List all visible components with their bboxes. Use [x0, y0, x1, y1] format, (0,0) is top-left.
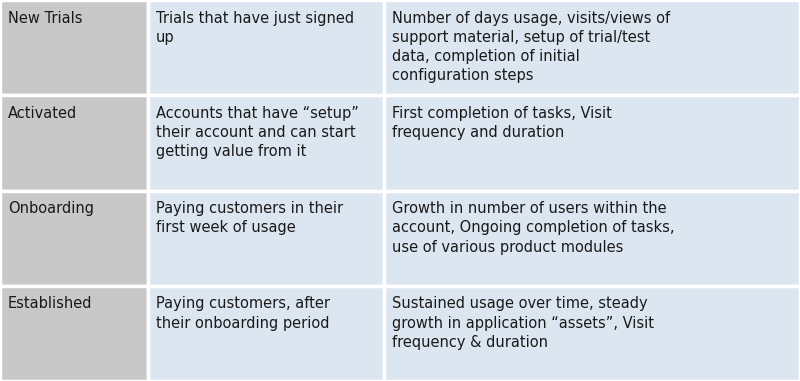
Text: Sustained usage over time, steady
growth in application “assets”, Visit
frequenc: Sustained usage over time, steady growth…: [392, 296, 654, 350]
Text: First completion of tasks, Visit
frequency and duration: First completion of tasks, Visit frequen…: [392, 106, 612, 140]
Bar: [384, 0, 800, 95]
Text: Onboarding: Onboarding: [8, 201, 94, 216]
Bar: [384, 190, 800, 286]
Text: Number of days usage, visits/views of
support material, setup of trial/test
data: Number of days usage, visits/views of su…: [392, 11, 670, 83]
Bar: [148, 0, 384, 95]
Bar: [0, 95, 148, 190]
Text: Accounts that have “setup”
their account and can start
getting value from it: Accounts that have “setup” their account…: [156, 106, 359, 159]
Text: New Trials: New Trials: [8, 11, 82, 26]
Text: Paying customers in their
first week of usage: Paying customers in their first week of …: [156, 201, 343, 235]
Bar: [0, 286, 148, 381]
Bar: [0, 0, 148, 95]
Bar: [148, 286, 384, 381]
Bar: [384, 95, 800, 190]
Bar: [148, 190, 384, 286]
Text: Activated: Activated: [8, 106, 78, 121]
Text: Paying customers, after
their onboarding period: Paying customers, after their onboarding…: [156, 296, 330, 331]
Text: Trials that have just signed
up: Trials that have just signed up: [156, 11, 354, 45]
Bar: [0, 190, 148, 286]
Text: Established: Established: [8, 296, 93, 311]
Text: Growth in number of users within the
account, Ongoing completion of tasks,
use o: Growth in number of users within the acc…: [392, 201, 674, 255]
Bar: [148, 95, 384, 190]
Bar: [384, 286, 800, 381]
